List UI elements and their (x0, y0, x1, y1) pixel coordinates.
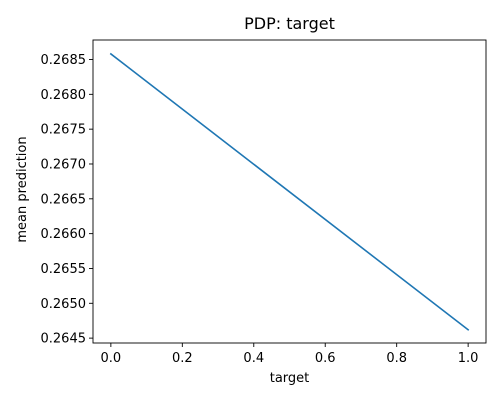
x-axis-label: target (270, 371, 310, 386)
y-tick-label: 0.2665 (41, 192, 87, 207)
y-tick-label: 0.2675 (41, 123, 87, 138)
y-tick-label: 0.2685 (41, 53, 87, 68)
y-tick-label: 0.2655 (41, 262, 87, 277)
y-tick-label: 0.2645 (41, 332, 87, 347)
x-tick-label: 0.8 (386, 351, 407, 366)
y-tick-label: 0.2670 (41, 157, 87, 172)
y-tick-label: 0.2650 (41, 297, 87, 312)
x-tick-label: 0.6 (315, 351, 336, 366)
axes-spines (92, 39, 487, 344)
x-tick-label: 0.4 (243, 351, 264, 366)
y-tick-label: 0.2660 (41, 227, 87, 242)
x-tick-label: 0.0 (101, 351, 122, 366)
series-layer (109, 52, 470, 331)
y-tick-label: 0.2680 (41, 88, 87, 103)
y-axis-ticks: 0.2645 0.2650 0.2655 0.2660 0.2665 0.2670 0.26… (41, 53, 93, 347)
series-line-0 (109, 52, 470, 331)
x-axis-ticks: 0.0 0.2 0.4 0.6 0.8 1.0 (101, 343, 479, 366)
y-axis-label: mean prediction (15, 136, 30, 242)
x-tick-label: 1.0 (458, 351, 479, 366)
chart-title: PDP: target (244, 14, 335, 33)
axes-frame (92, 39, 487, 344)
x-tick-label: 0.2 (172, 351, 193, 366)
